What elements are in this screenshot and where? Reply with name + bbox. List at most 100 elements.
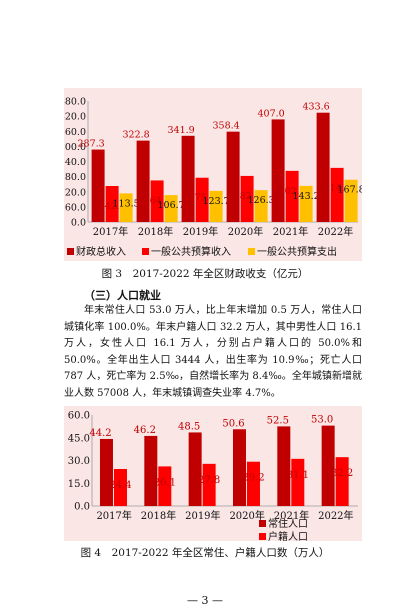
data-label: 31.1 — [287, 470, 309, 481]
legend-swatch — [67, 248, 74, 255]
bar — [285, 170, 299, 222]
bar — [299, 185, 313, 222]
section-heading: （三）人口就业 — [84, 289, 161, 302]
bar — [344, 179, 358, 222]
bar — [113, 468, 127, 506]
figure-3-caption: 图 3 2017-2022 年全区财政收支（亿元） — [101, 268, 309, 280]
bar — [330, 167, 344, 222]
data-label: 143.2 — [292, 191, 319, 202]
x-tick-label: 2019年 — [183, 225, 218, 238]
data-label: 123.7 — [202, 196, 229, 207]
x-tick-label: 2022年 — [318, 509, 353, 522]
y-tick-label: 360.0 — [64, 127, 86, 138]
bar — [202, 463, 216, 506]
y-tick-label: 15.0 — [68, 479, 90, 490]
legend-label: 一般公共预算支出 — [257, 245, 337, 258]
data-label: 53.0 — [311, 415, 333, 426]
data-label: 24.4 — [109, 480, 131, 491]
bar — [291, 458, 305, 506]
data-label: 214.7 — [323, 183, 350, 194]
x-tick-label: 2017年 — [93, 225, 128, 238]
bar — [105, 186, 119, 222]
data-label: 50.6 — [222, 418, 244, 429]
data-label: 106.7 — [157, 200, 184, 211]
bar — [181, 135, 195, 222]
bar — [144, 435, 158, 506]
bar — [226, 131, 240, 222]
y-tick-label: 60.0 — [65, 202, 86, 213]
data-label: 202.9 — [278, 186, 305, 197]
bar — [321, 425, 335, 506]
data-label: 287.3 — [77, 139, 104, 150]
legend-swatch — [142, 248, 149, 255]
data-label: 113.5 — [112, 198, 139, 209]
x-tick-label: 2021年 — [274, 509, 309, 522]
bar — [316, 112, 330, 222]
data-label: 407.0 — [257, 108, 284, 119]
bar — [188, 432, 202, 506]
data-label: 46.2 — [134, 425, 156, 436]
data-label: 52.5 — [267, 415, 289, 426]
x-tick-label: 2020年 — [228, 225, 263, 238]
figure-4-chart: 0.0 15.0 30.0 45.0 60.0 44.2 24.4 2017年 46.2 26.1… — [68, 411, 358, 543]
figure-4-chart-panel: 0.0 15.0 30.0 45.0 60.0 44.2 24.4 2017年 46.2 26.1… — [64, 406, 362, 543]
data-label: 142.8 — [98, 201, 125, 212]
data-label: 175.6 — [188, 193, 215, 204]
page-number: — 3 — — [187, 594, 223, 607]
y-tick-label: 420.0 — [64, 112, 86, 123]
x-tick-label: 2017年 — [96, 509, 131, 522]
data-label: 44.2 — [89, 428, 111, 439]
bar — [195, 177, 209, 222]
y-tick-label: 45.0 — [68, 433, 90, 444]
bar — [164, 195, 178, 222]
data-label: 29.2 — [242, 473, 264, 484]
y-tick-label: 300.0 — [64, 142, 86, 153]
y-tick-label: 480.0 — [64, 97, 86, 108]
y-tick-label: 180.0 — [64, 172, 86, 183]
bar — [254, 190, 268, 222]
data-label: 341.9 — [167, 125, 194, 136]
y-tick-label: 120.0 — [64, 187, 86, 198]
y-tick-label: 0.0 — [71, 218, 86, 229]
bar — [150, 180, 164, 222]
x-tick-label: 2021年 — [273, 225, 308, 238]
y-tick-label: 0.0 — [74, 502, 90, 513]
bar — [136, 140, 150, 222]
figure-3-chart-panel: 0.0 60.0 120.0 180.0 240.0 300.0 360.0 420.0 480… — [59, 88, 365, 261]
bar — [232, 429, 246, 506]
x-tick-label: 2018年 — [138, 225, 173, 238]
legend-swatch — [259, 533, 266, 540]
data-label: 433.6 — [302, 102, 329, 113]
legend-swatch — [259, 520, 266, 527]
figure-4-caption: 图 4 2017-2022 年全区常住、户籍人口数（万人） — [80, 547, 330, 559]
figure-3-chart: 0.0 60.0 120.0 180.0 240.0 300.0 360.0 420.0 480… — [59, 97, 365, 259]
bar — [158, 466, 172, 506]
bar — [246, 461, 260, 506]
data-label: 182.8 — [233, 191, 260, 202]
x-tick-label: 2018年 — [141, 509, 176, 522]
x-tick-label: 2022年 — [318, 225, 353, 238]
data-label: 358.4 — [212, 121, 239, 132]
data-label: 27.8 — [198, 475, 220, 486]
bar — [271, 119, 285, 222]
data-label: 167.8 — [337, 185, 362, 196]
data-label: 26.1 — [154, 477, 176, 488]
bar — [209, 190, 223, 222]
bar — [335, 457, 349, 506]
population-paragraph: 年末常住人口 53.0 万人，比上年末增加 0.5 万人，常住人口城镇化率 10… — [64, 305, 362, 399]
y-tick-label: 240.0 — [64, 157, 86, 168]
x-tick-label: 2019年 — [185, 509, 220, 522]
bar — [119, 193, 133, 222]
bar — [91, 149, 105, 222]
legend-swatch — [248, 248, 255, 255]
legend-label: 财政总收入 — [76, 245, 126, 258]
y-tick-label: 60.0 — [68, 411, 90, 422]
legend-label: 一般公共预算收入 — [151, 245, 231, 258]
y-tick-label: 30.0 — [68, 456, 90, 467]
bar — [240, 175, 254, 222]
legend-label: 常住人口 — [268, 517, 308, 530]
x-tick-label: 2020年 — [229, 509, 264, 522]
data-label: 322.8 — [122, 130, 149, 141]
data-label: 32.2 — [331, 468, 353, 479]
bar — [99, 438, 113, 506]
